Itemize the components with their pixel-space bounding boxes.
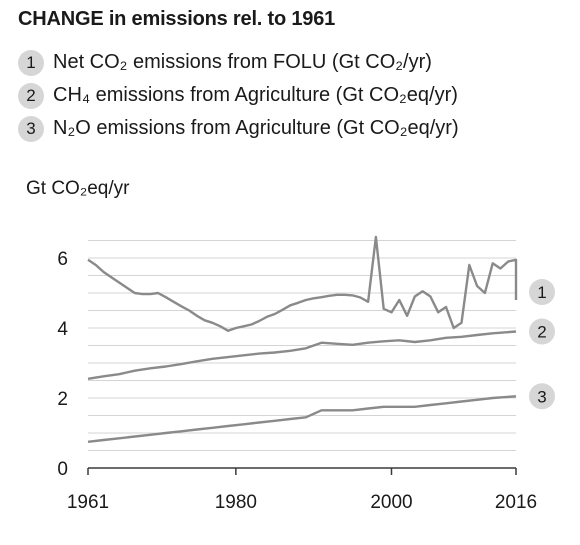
- legend-entry-2: 2 CH₄ emissions from Agriculture (Gt CO₂…: [18, 79, 459, 112]
- x-tick-label: 2000: [370, 492, 412, 513]
- series-line-1: [87, 235, 518, 332]
- y-tick-label: 4: [57, 319, 68, 340]
- series-end-badge-label-1: 1: [537, 283, 546, 302]
- series-end-badge-2: [529, 318, 555, 345]
- chart-title: CHANGE in emissions rel. to 1961: [18, 8, 336, 30]
- series-number-badge: 2: [18, 82, 44, 109]
- legend: 1 Net CO₂ emissions from FOLU (Gt CO₂/yr…: [18, 46, 459, 145]
- series-number-badge: 3: [18, 115, 44, 142]
- legend-label-2: CH₄ emissions from Agriculture (Gt CO₂eq…: [53, 84, 458, 106]
- x-tick-label: 2016: [495, 492, 537, 513]
- series-line-3: [87, 395, 517, 443]
- legend-label-3: N₂O emissions from Agriculture (Gt CO₂eq…: [53, 117, 459, 139]
- series-end-badge-label-3: 3: [537, 387, 546, 406]
- x-tick-label: 1980: [215, 492, 257, 513]
- y-tick-label: 2: [57, 389, 68, 410]
- y-axis-unit-label: Gt CO₂eq/yr: [26, 178, 130, 199]
- series-end-badge-label-2: 2: [537, 323, 546, 342]
- y-tick-label: 6: [57, 249, 68, 270]
- legend-entry-1: 1 Net CO₂ emissions from FOLU (Gt CO₂/yr…: [18, 46, 459, 79]
- series-line-2: [87, 330, 517, 380]
- x-tick-label: 1961: [67, 492, 109, 513]
- series-end-badge-1: [529, 279, 555, 305]
- y-tick-label: 0: [57, 459, 68, 480]
- legend-entry-3: 3 N₂O emissions from Agriculture (Gt CO₂…: [18, 112, 459, 145]
- series-end-badge-3: [529, 383, 555, 410]
- legend-label-1: Net CO₂ emissions from FOLU (Gt CO₂/yr): [53, 51, 432, 73]
- series-number-badge: 1: [18, 49, 44, 76]
